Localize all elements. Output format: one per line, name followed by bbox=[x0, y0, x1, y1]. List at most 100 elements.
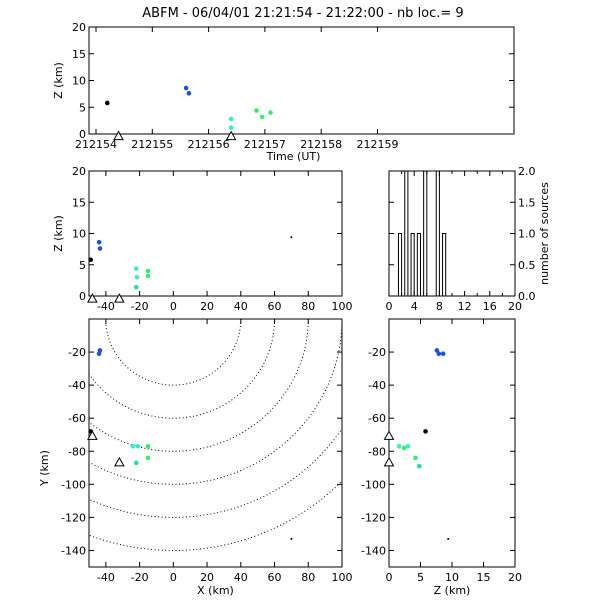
x-tick-label: 100 bbox=[332, 300, 353, 313]
histogram-bar bbox=[416, 233, 422, 297]
histogram-bar bbox=[442, 233, 447, 297]
station-marker bbox=[87, 430, 98, 440]
source-point bbox=[254, 108, 259, 113]
plan-view-panel: -40 -20 0 20 40 60 80 100 -140 -120 -100 -80 -60 -40 -… bbox=[38, 318, 353, 597]
x-height-frame bbox=[88, 170, 343, 297]
histogram-bar bbox=[410, 233, 415, 297]
histogram-bar bbox=[423, 170, 428, 297]
x-tick-label: 20 bbox=[508, 300, 522, 313]
source-point bbox=[133, 266, 139, 271]
y-tick-label: 0 bbox=[79, 290, 86, 303]
y-tick-label: 2.0 bbox=[518, 165, 536, 178]
source-point bbox=[145, 455, 151, 461]
y-tick-label: -120 bbox=[61, 511, 86, 524]
figure-title: ABFM - 06/04/01 21:21:54 - 21:22:00 - nb… bbox=[142, 6, 463, 21]
x-tick-label: 4 bbox=[411, 300, 418, 313]
y-tick-label: 0.0 bbox=[518, 290, 536, 303]
source-point bbox=[96, 351, 102, 357]
source-point bbox=[405, 444, 411, 449]
station-marker bbox=[383, 456, 395, 467]
x-tick-label: 16 bbox=[483, 300, 497, 313]
histogram-bar bbox=[435, 170, 440, 297]
y-axis-label: Y (km) bbox=[38, 450, 51, 487]
source-point bbox=[447, 537, 450, 540]
x-tick-label: -20 bbox=[131, 300, 149, 313]
source-point bbox=[290, 537, 293, 540]
y-tick-label: -140 bbox=[361, 544, 386, 557]
source-point bbox=[135, 444, 141, 449]
source-point bbox=[133, 284, 139, 290]
source-point bbox=[401, 445, 407, 451]
y-tick-label: -140 bbox=[61, 544, 86, 557]
x-tick-label: 5 bbox=[417, 571, 424, 584]
x-tick-label: 80 bbox=[301, 300, 315, 313]
x-tick-label: 60 bbox=[268, 571, 282, 584]
source-point bbox=[130, 444, 136, 449]
source-point bbox=[228, 116, 234, 122]
y-axis-label: Z (km) bbox=[52, 215, 65, 252]
source-point bbox=[228, 125, 234, 130]
x-tick-label: 8 bbox=[436, 300, 443, 313]
y-tick-label: 1.0 bbox=[518, 228, 536, 241]
x-axis-label: X (km) bbox=[197, 584, 234, 597]
x-tick-label: 20 bbox=[508, 571, 522, 584]
y-tick-label: 5 bbox=[79, 101, 86, 114]
source-point bbox=[436, 351, 442, 357]
y-tick-label: 1.5 bbox=[518, 196, 536, 209]
y-tick-label: -60 bbox=[368, 412, 386, 425]
x-axis-label: Z (km) bbox=[434, 584, 471, 597]
x-tick-label: 40 bbox=[234, 300, 248, 313]
source-point bbox=[413, 455, 418, 461]
source-point bbox=[145, 268, 151, 274]
station-marker bbox=[114, 293, 125, 303]
x-tick-label: -40 bbox=[97, 300, 115, 313]
y-axis-label: number of sources bbox=[538, 182, 551, 285]
x-tick-label: 0 bbox=[386, 300, 393, 313]
x-tick-label: 10 bbox=[445, 571, 459, 584]
y-tick-label: -80 bbox=[368, 445, 386, 458]
x-axis-label: Time (UT) bbox=[266, 150, 321, 163]
x-tick-label: -40 bbox=[97, 571, 115, 584]
source-point bbox=[145, 444, 151, 449]
x-tick-label: 20 bbox=[200, 300, 214, 313]
station-marker bbox=[114, 456, 125, 467]
source-point bbox=[88, 257, 93, 263]
x-tick-label: 20 bbox=[200, 571, 214, 584]
plan-view-frame bbox=[88, 318, 343, 568]
y-tick-label: -40 bbox=[68, 379, 86, 392]
y-tick-label: 15 bbox=[72, 48, 86, 61]
y-tick-label: 0 bbox=[79, 128, 86, 141]
x-tick-label: 212156 bbox=[188, 138, 230, 151]
x-tick-label: 212159 bbox=[357, 138, 399, 151]
y-tick-label: 10 bbox=[72, 228, 86, 241]
y-tick-label: -40 bbox=[368, 379, 386, 392]
x-tick-label: 12 bbox=[458, 300, 472, 313]
x-tick-label: 100 bbox=[332, 571, 353, 584]
x-tick-label: -20 bbox=[131, 571, 149, 584]
y-tick-label: -20 bbox=[68, 346, 86, 359]
y-tick-label: -100 bbox=[361, 478, 386, 491]
source-point bbox=[96, 239, 102, 245]
source-point bbox=[259, 114, 265, 120]
x-height-panel: -40 -20 0 20 40 60 80 100 0 5 10 15 20 Z (km) bbox=[52, 165, 353, 313]
source-point bbox=[268, 110, 273, 115]
station-marker bbox=[225, 130, 237, 141]
x-tick-label: 212158 bbox=[300, 138, 342, 151]
histogram-bar bbox=[404, 170, 409, 297]
time-height-panel: 212154 212155 212156 212157 212158 212159 0 5 10… bbox=[52, 21, 515, 163]
x-tick-label: 60 bbox=[268, 300, 282, 313]
source-point bbox=[145, 273, 151, 279]
source-point bbox=[396, 444, 402, 449]
y-tick-label: -100 bbox=[61, 478, 86, 491]
source-point bbox=[97, 246, 103, 251]
time-height-frame bbox=[88, 26, 515, 135]
x-tick-label: 40 bbox=[234, 571, 248, 584]
source-point bbox=[133, 460, 139, 466]
x-tick-label: 0 bbox=[170, 571, 177, 584]
y-tick-label: -60 bbox=[68, 412, 86, 425]
source-point bbox=[186, 91, 192, 96]
source-point bbox=[183, 85, 189, 91]
x-tick-label: 80 bbox=[301, 571, 315, 584]
y-tick-label: 0.5 bbox=[518, 259, 536, 272]
